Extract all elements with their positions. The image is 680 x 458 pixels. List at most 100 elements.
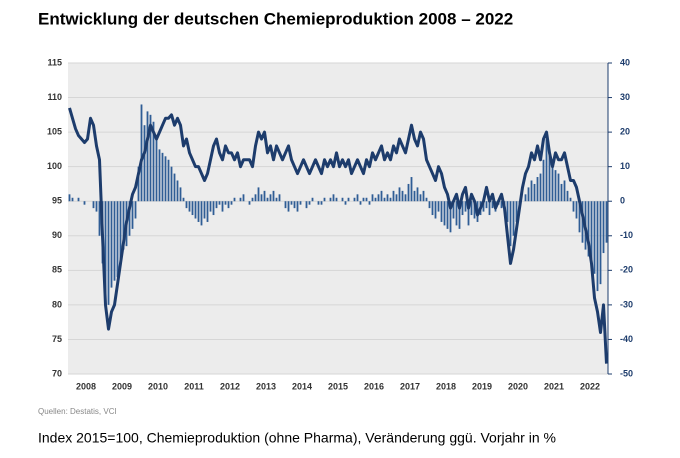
bar (104, 201, 107, 295)
bar (563, 180, 566, 202)
bar (452, 201, 455, 219)
y-tick-label: 115 (47, 57, 62, 67)
bar (467, 201, 470, 226)
y2-tick-label: -50 (620, 368, 633, 378)
bar (470, 201, 473, 216)
bar (440, 201, 443, 222)
bar (362, 197, 365, 202)
bar (197, 201, 200, 222)
x-tick-label: 2012 (220, 381, 240, 391)
bar (566, 190, 569, 202)
bar (416, 187, 419, 202)
bar (422, 190, 425, 202)
line (68, 107, 608, 364)
bar (221, 201, 224, 212)
bar (257, 187, 260, 202)
bar (263, 190, 266, 202)
bar (374, 197, 377, 202)
bar (215, 201, 218, 209)
bar (128, 201, 131, 236)
bar (593, 201, 596, 274)
bar (272, 190, 275, 202)
y-tick-label: 95 (52, 196, 62, 206)
x-tick-label: 2017 (400, 381, 420, 391)
bar (311, 197, 314, 202)
bar (170, 166, 173, 202)
bar (389, 197, 392, 202)
bar (557, 173, 560, 202)
y2-tick-label: -10 (620, 230, 633, 240)
x-tick-label: 2021 (544, 381, 564, 391)
bar (185, 201, 188, 209)
bar (266, 197, 269, 202)
bar (239, 197, 242, 202)
y2-tick-label: 0 (620, 196, 625, 206)
y-tick-label: 85 (52, 265, 62, 275)
bar (83, 201, 86, 205)
bar (383, 197, 386, 202)
bar (332, 194, 335, 202)
bar (509, 201, 512, 247)
bar (530, 180, 533, 202)
bar (458, 201, 461, 229)
bar (248, 201, 251, 205)
bar (329, 197, 332, 202)
bar (407, 183, 410, 202)
x-tick-label: 2020 (508, 381, 528, 391)
bar (308, 201, 311, 205)
bar (191, 201, 194, 216)
bar (371, 194, 374, 202)
bar (317, 201, 320, 205)
bar (353, 197, 356, 202)
bar (485, 201, 488, 209)
bar (515, 201, 518, 222)
y2-tick-label: 30 (620, 92, 630, 102)
bar (77, 197, 80, 202)
bar (284, 201, 287, 209)
bar (158, 149, 161, 202)
bar (227, 201, 230, 209)
bar (377, 194, 380, 202)
bar (431, 201, 434, 216)
bar (176, 180, 179, 202)
y2-tick-label: 10 (620, 161, 630, 171)
x-tick-label: 2014 (292, 381, 312, 391)
bar (305, 201, 308, 209)
bar (260, 194, 263, 202)
bar (587, 201, 590, 257)
bar (347, 197, 350, 202)
bar (605, 201, 608, 243)
x-tick-label: 2011 (184, 381, 204, 391)
bar (545, 139, 548, 202)
bar (68, 194, 71, 202)
bar (122, 201, 125, 250)
bar (425, 197, 428, 202)
x-tick-label: 2019 (472, 381, 492, 391)
bar (92, 201, 95, 209)
x-tick-label: 2009 (112, 381, 132, 391)
bar (359, 201, 362, 205)
bar (224, 201, 227, 205)
bar (161, 152, 164, 202)
bar (368, 201, 371, 205)
y-tick-label: 110 (47, 92, 62, 102)
bar (599, 201, 602, 285)
bar (143, 125, 146, 202)
bar (275, 197, 278, 202)
bar (548, 152, 551, 202)
bar (287, 201, 290, 212)
bar (554, 170, 557, 202)
bar (392, 190, 395, 202)
bar (449, 201, 452, 233)
bar (149, 114, 152, 202)
bar (551, 163, 554, 202)
bar (116, 201, 119, 278)
bar (188, 201, 191, 212)
bar (230, 201, 233, 205)
bar (293, 201, 296, 209)
bar (542, 159, 545, 202)
bar (404, 194, 407, 202)
bar (500, 201, 503, 209)
bar (455, 201, 458, 226)
bar (539, 173, 542, 202)
